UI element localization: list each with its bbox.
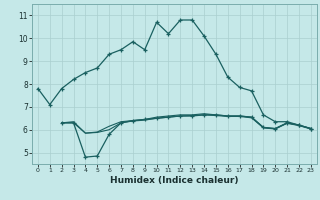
X-axis label: Humidex (Indice chaleur): Humidex (Indice chaleur): [110, 176, 239, 185]
